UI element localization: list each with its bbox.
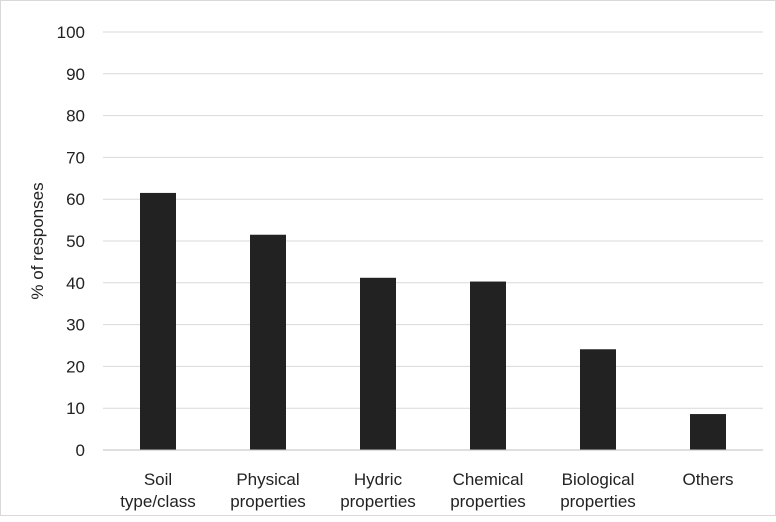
x-category-label: type/class (120, 492, 196, 511)
y-axis-label: % of responses (28, 182, 47, 299)
bar (580, 349, 616, 450)
y-tick-label: 80 (66, 107, 85, 126)
x-category-label: properties (450, 492, 526, 511)
x-category-label: Physical (236, 470, 299, 489)
y-tick-label: 100 (57, 23, 85, 42)
bar (470, 281, 506, 450)
y-tick-label: 30 (66, 316, 85, 335)
y-tick-label: 50 (66, 232, 85, 251)
y-tick-label: 90 (66, 65, 85, 84)
bar (140, 192, 176, 450)
gridlines (103, 31, 763, 409)
x-category-label: Soil (144, 470, 172, 489)
y-tick-label: 60 (66, 190, 85, 209)
bar (250, 234, 286, 450)
bars (140, 192, 726, 450)
x-category-label: Others (682, 470, 733, 489)
y-tick-label: 0 (76, 441, 85, 460)
y-tick-label: 10 (66, 399, 85, 418)
bar (360, 277, 396, 450)
x-category-label: Chemical (453, 470, 524, 489)
x-category-label: properties (340, 492, 416, 511)
y-tick-label: 20 (66, 357, 85, 376)
y-tick-label: 40 (66, 274, 85, 293)
bar (690, 414, 726, 450)
x-category-label: properties (230, 492, 306, 511)
x-category-label: Hydric (354, 470, 403, 489)
x-category-label: properties (560, 492, 636, 511)
y-tick-label: 70 (66, 148, 85, 167)
y-tick-labels: 0 10 20 30 40 50 60 70 80 90 100 (57, 23, 85, 460)
x-category-labels: Soil type/class Physical properties Hydric pr… (120, 470, 733, 511)
x-category-label: Biological (562, 470, 635, 489)
